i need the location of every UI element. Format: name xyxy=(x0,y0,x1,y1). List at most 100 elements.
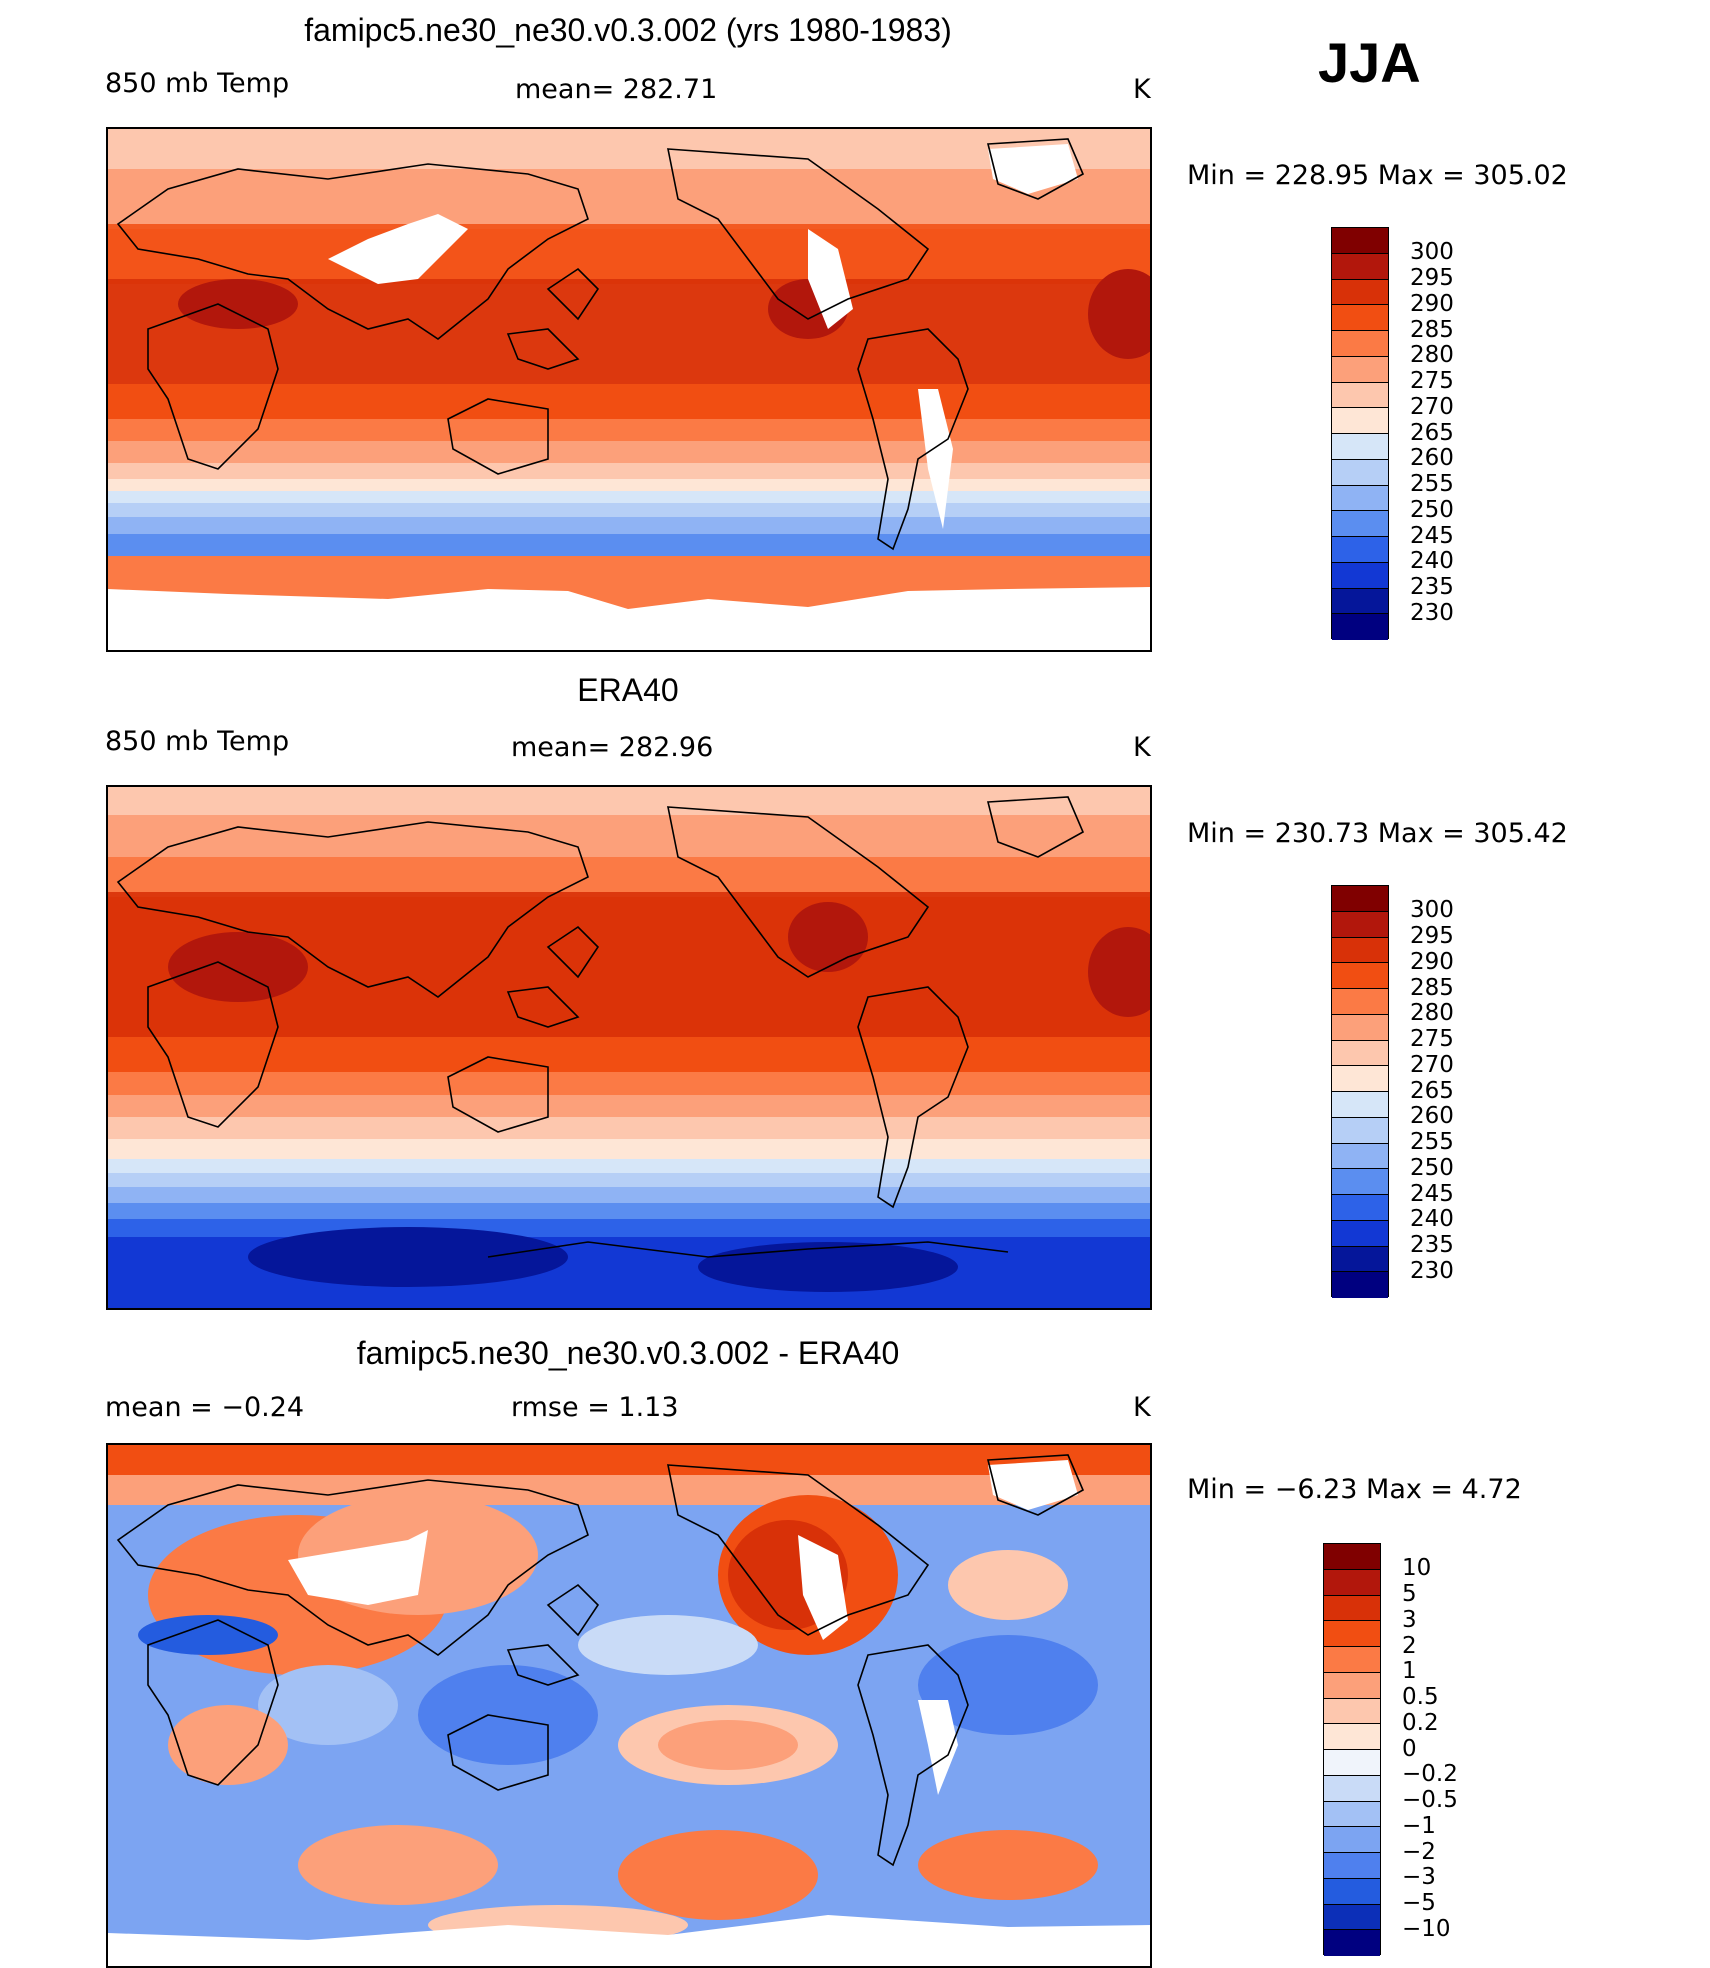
panel-2-map-svg xyxy=(108,787,1150,1308)
colorbar-swatch xyxy=(1332,911,1388,938)
colorbar-swatch xyxy=(1332,1143,1388,1170)
panel-3-unit-label: K xyxy=(1133,1392,1151,1423)
colorbar-swatch xyxy=(1332,1117,1388,1144)
colorbar-label: −10 xyxy=(1402,1915,1451,1942)
colorbar-label: 300 xyxy=(1410,239,1454,266)
colorbar-swatch xyxy=(1332,886,1388,912)
colorbar-label: 2 xyxy=(1402,1632,1417,1659)
colorbar-swatch xyxy=(1332,562,1388,589)
colorbar-swatch xyxy=(1324,1647,1380,1673)
colorbar-label: 295 xyxy=(1410,923,1454,949)
colorbar-label: 280 xyxy=(1410,1000,1454,1027)
colorbar-label: 0.5 xyxy=(1402,1684,1439,1710)
colorbar-label: 285 xyxy=(1410,316,1454,343)
colorbar-swatch xyxy=(1332,434,1388,460)
panel-1-map-svg xyxy=(108,129,1150,650)
colorbar-label: 5 xyxy=(1402,1581,1417,1607)
colorbar-label: −0.5 xyxy=(1402,1787,1458,1813)
colorbar-swatch xyxy=(1324,1698,1380,1725)
colorbar-label: 280 xyxy=(1410,342,1454,369)
colorbar-swatch xyxy=(1332,279,1388,306)
panel-1-colorbar xyxy=(1331,227,1389,640)
panel-3-title: famipc5.ne30_ne30.v0.3.002 - ERA40 xyxy=(356,1335,900,1371)
colorbar-swatch xyxy=(1324,1801,1380,1828)
panel-2-variable-label: 850 mb Temp xyxy=(105,726,290,757)
colorbar-swatch xyxy=(1332,588,1388,615)
colorbar-swatch xyxy=(1324,1827,1380,1853)
colorbar-label: 230 xyxy=(1410,599,1454,626)
colorbar-swatch xyxy=(1332,1246,1388,1273)
colorbar-swatch xyxy=(1332,1066,1388,1092)
panel-1-mean-label: mean= 282.71 xyxy=(515,74,718,105)
panel-1-map xyxy=(106,127,1152,652)
panel-3-rmse-label: rmse = 1.13 xyxy=(511,1392,679,1423)
colorbar-swatch xyxy=(1332,1272,1388,1298)
colorbar-label: 265 xyxy=(1410,1077,1454,1104)
colorbar-swatch xyxy=(1332,1169,1388,1195)
colorbar-swatch xyxy=(1324,1595,1380,1622)
colorbar-label: 1 xyxy=(1402,1658,1417,1685)
season-label: JJA xyxy=(1318,31,1421,94)
colorbar-swatch xyxy=(1332,1092,1388,1118)
panel-2-unit-label: K xyxy=(1133,732,1151,763)
panel-3-colorbar xyxy=(1323,1543,1381,1956)
panel-2-mean-label: mean= 282.96 xyxy=(511,732,714,763)
colorbar-label: 235 xyxy=(1410,1232,1454,1258)
colorbar-label: 0.2 xyxy=(1402,1709,1439,1736)
colorbar-swatch xyxy=(1332,485,1388,512)
colorbar-label: 260 xyxy=(1410,445,1454,472)
colorbar-swatch xyxy=(1332,382,1388,409)
colorbar-label: 270 xyxy=(1410,1051,1454,1078)
colorbar-label: 240 xyxy=(1410,548,1454,575)
colorbar-swatch xyxy=(1324,1904,1380,1931)
colorbar-swatch xyxy=(1324,1878,1380,1905)
colorbar-swatch xyxy=(1332,228,1388,254)
colorbar-label: 3 xyxy=(1402,1606,1417,1633)
colorbar-swatch xyxy=(1332,331,1388,357)
colorbar-label: 275 xyxy=(1410,1026,1454,1052)
panel-3-minmax: Min = −6.23 Max = 4.72 xyxy=(1187,1474,1522,1505)
colorbar-label: 255 xyxy=(1410,1129,1454,1155)
colorbar-label: −0.2 xyxy=(1402,1761,1458,1788)
panel-2-colorbar xyxy=(1331,885,1389,1298)
panel-1-minmax: Min = 228.95 Max = 305.02 xyxy=(1187,160,1568,191)
panel-3-map xyxy=(106,1443,1152,1968)
panel-2-map xyxy=(106,785,1152,1310)
colorbar-swatch xyxy=(1332,537,1388,563)
colorbar-label: 235 xyxy=(1410,574,1454,600)
panel-1-variable-label: 850 mb Temp xyxy=(105,68,290,99)
colorbar-label: 245 xyxy=(1410,522,1454,549)
colorbar-swatch xyxy=(1324,1569,1380,1596)
colorbar-swatch xyxy=(1332,1195,1388,1221)
colorbar-swatch xyxy=(1332,408,1388,434)
colorbar-swatch xyxy=(1324,1775,1380,1802)
colorbar-label: 230 xyxy=(1410,1257,1454,1284)
colorbar-label: 300 xyxy=(1410,897,1454,924)
colorbar-swatch xyxy=(1324,1930,1380,1956)
colorbar-label: 290 xyxy=(1410,290,1454,317)
colorbar-label: 10 xyxy=(1402,1555,1432,1582)
colorbar-swatch xyxy=(1332,1040,1388,1067)
colorbar-label: 275 xyxy=(1410,368,1454,394)
colorbar-swatch xyxy=(1324,1750,1380,1776)
colorbar-swatch xyxy=(1324,1853,1380,1879)
colorbar-label: 250 xyxy=(1410,1154,1454,1181)
panel-3-map-svg xyxy=(108,1445,1150,1963)
colorbar-label: −2 xyxy=(1402,1838,1436,1865)
colorbar-swatch xyxy=(1332,1220,1388,1247)
colorbar-swatch xyxy=(1332,963,1388,989)
colorbar-label: 270 xyxy=(1410,393,1454,420)
colorbar-swatch xyxy=(1324,1672,1380,1699)
panel-2-title: ERA40 xyxy=(577,672,679,708)
panel-1-unit-label: K xyxy=(1133,74,1151,105)
colorbar-swatch xyxy=(1324,1621,1380,1647)
colorbar-label: 265 xyxy=(1410,419,1454,446)
panel-3-mean-label: mean = −0.24 xyxy=(105,1392,305,1423)
colorbar-swatch xyxy=(1332,511,1388,537)
colorbar-swatch xyxy=(1332,305,1388,331)
colorbar-label: 285 xyxy=(1410,974,1454,1001)
colorbar-label: 290 xyxy=(1410,948,1454,975)
colorbar-label: 255 xyxy=(1410,471,1454,497)
colorbar-swatch xyxy=(1324,1544,1380,1570)
colorbar-label: 0 xyxy=(1402,1735,1417,1762)
